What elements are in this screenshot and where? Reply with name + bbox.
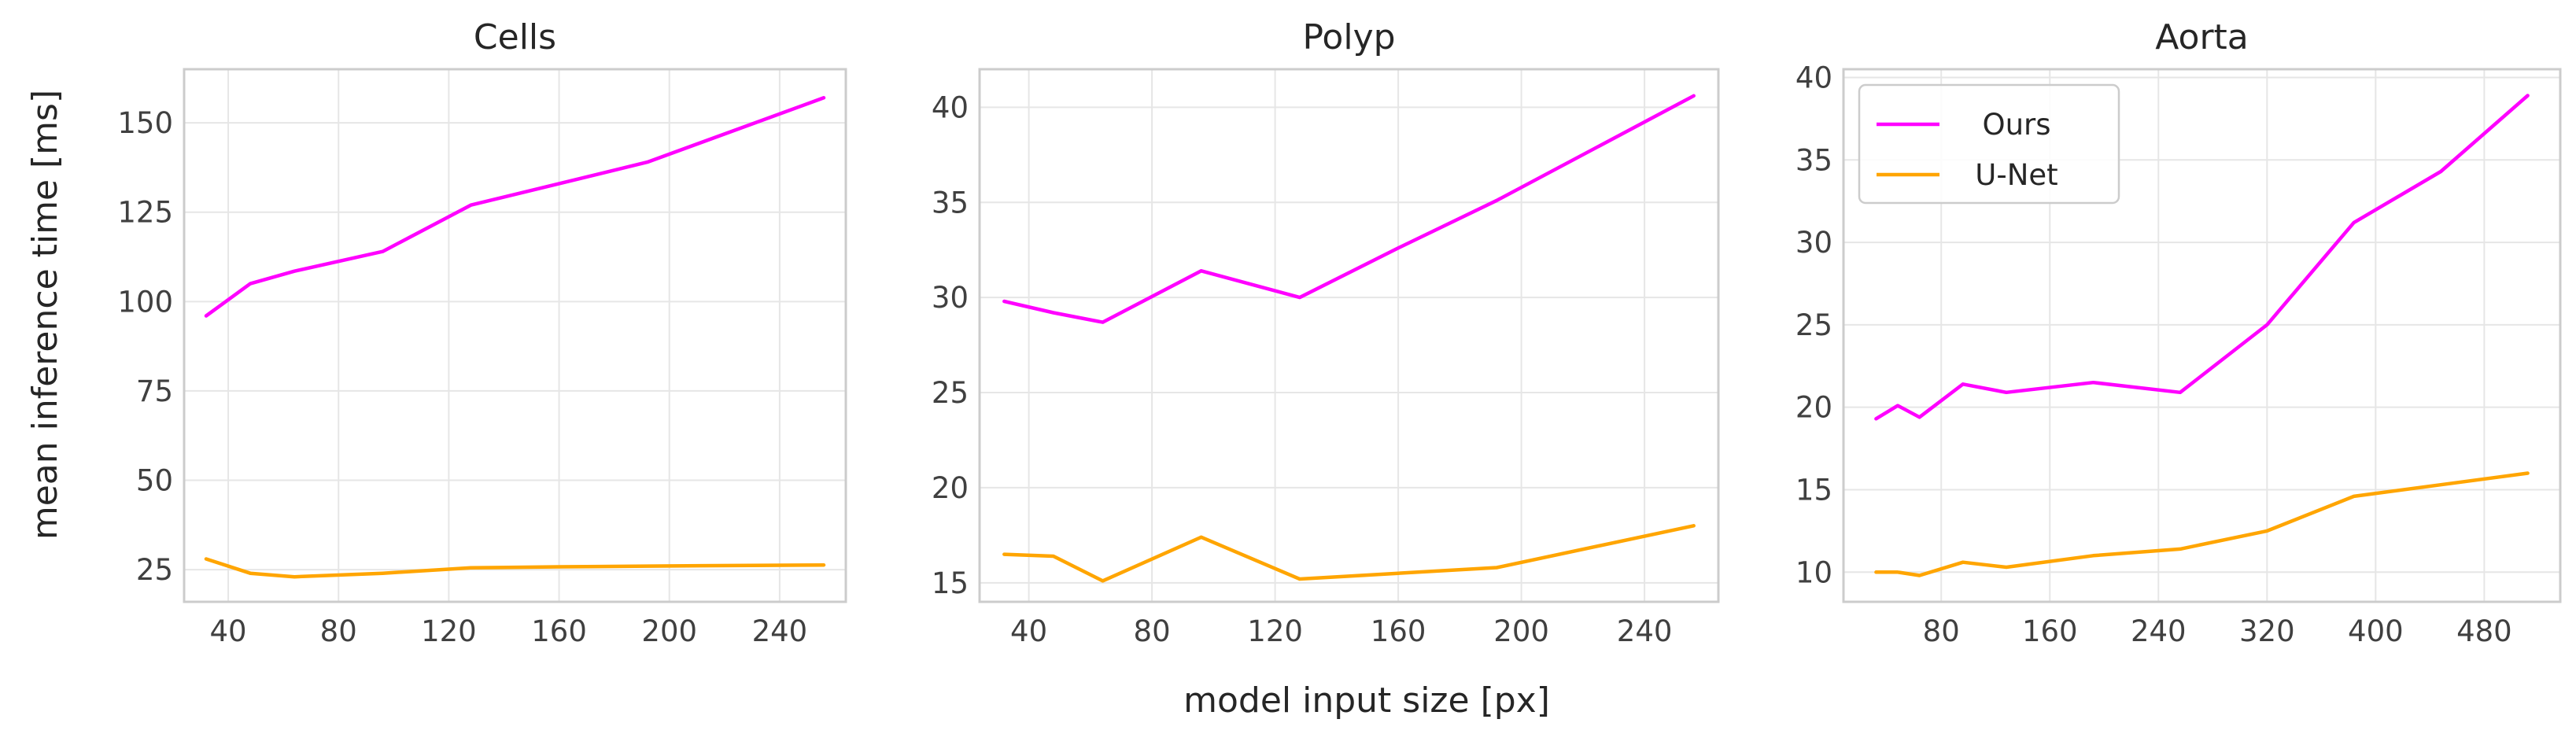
x-tick-label: 40 xyxy=(1010,614,1047,648)
legend-label: U-Net xyxy=(1975,158,2057,192)
x-tick-label: 80 xyxy=(320,614,357,648)
series-line-ours xyxy=(1874,94,2530,421)
chart-title: Polyp xyxy=(1302,17,1395,57)
x-tick-label: 160 xyxy=(531,614,587,648)
chart-panel-polyp: 40 80 120 160 200 240 15 20 25 30 35 40 Polyp xyxy=(932,17,1720,648)
x-tick-label: 320 xyxy=(2239,614,2295,648)
plot-area xyxy=(980,69,1718,602)
y-tick-label: 40 xyxy=(932,90,969,124)
series-line-u-net xyxy=(1002,524,1696,583)
y-tick-label: 50 xyxy=(136,464,173,498)
shared-y-axis-label: mean inference time [ms] xyxy=(25,90,65,540)
y-tick-label: 100 xyxy=(117,285,173,319)
chart-title: Aorta xyxy=(2155,17,2249,57)
series-line-u-net xyxy=(204,557,826,579)
y-tick-label: 10 xyxy=(1795,555,1832,589)
y-tick-label: 125 xyxy=(117,196,173,230)
plot-frame xyxy=(978,68,1720,603)
x-tick-label: 160 xyxy=(1371,614,1426,648)
chart-title: Cells xyxy=(474,17,556,57)
x-tick-label: 40 xyxy=(210,614,247,648)
y-tick-label: 25 xyxy=(932,376,969,410)
x-tick-label: 400 xyxy=(2348,614,2404,648)
y-tick-label: 20 xyxy=(1795,391,1832,425)
x-tick-label: 80 xyxy=(1923,614,1960,648)
y-tick-label: 25 xyxy=(1795,308,1832,342)
legend: Ours U-Net xyxy=(1858,83,2120,205)
shared-x-axis-label: model input size [px] xyxy=(1183,680,1550,721)
chart-panel-cells: 40 80 120 160 200 240 25 50 75 100 125 150 Cells xyxy=(117,17,847,648)
y-tick-label: 30 xyxy=(1795,226,1832,260)
x-tick-label: 200 xyxy=(641,614,697,648)
y-tick-label: 20 xyxy=(932,471,969,505)
y-tick-label: 150 xyxy=(117,106,173,140)
y-tick-label: 15 xyxy=(1795,473,1832,507)
y-tick-label: 15 xyxy=(932,566,969,600)
y-tick-label: 35 xyxy=(1795,143,1832,177)
plot-frame xyxy=(1842,68,2562,603)
y-tick-label: 35 xyxy=(932,186,969,219)
x-tick-label: 240 xyxy=(1617,614,1673,648)
x-tick-label: 240 xyxy=(752,614,808,648)
series-line-u-net xyxy=(1874,471,2530,577)
legend-label: Ours xyxy=(1982,108,2050,142)
x-tick-label: 480 xyxy=(2456,614,2512,648)
plot-area xyxy=(184,69,846,602)
y-tick-label: 40 xyxy=(1795,61,1832,94)
y-tick-label: 25 xyxy=(136,553,173,587)
x-tick-label: 120 xyxy=(1247,614,1303,648)
y-tick-label: 30 xyxy=(932,281,969,315)
y-tick-label: 75 xyxy=(136,374,173,408)
x-tick-label: 80 xyxy=(1134,614,1171,648)
x-tick-label: 240 xyxy=(2131,614,2187,648)
plot-frame xyxy=(183,68,847,603)
series-line-ours xyxy=(1002,94,1696,324)
chart-panel-aorta: 80 160 240 320 400 480 10 15 20 25 30 35 40 Aorta Ours… xyxy=(1795,17,2562,648)
x-tick-label: 200 xyxy=(1493,614,1549,648)
x-tick-label: 120 xyxy=(421,614,477,648)
series-line-ours xyxy=(204,96,826,318)
x-tick-label: 160 xyxy=(2022,614,2078,648)
